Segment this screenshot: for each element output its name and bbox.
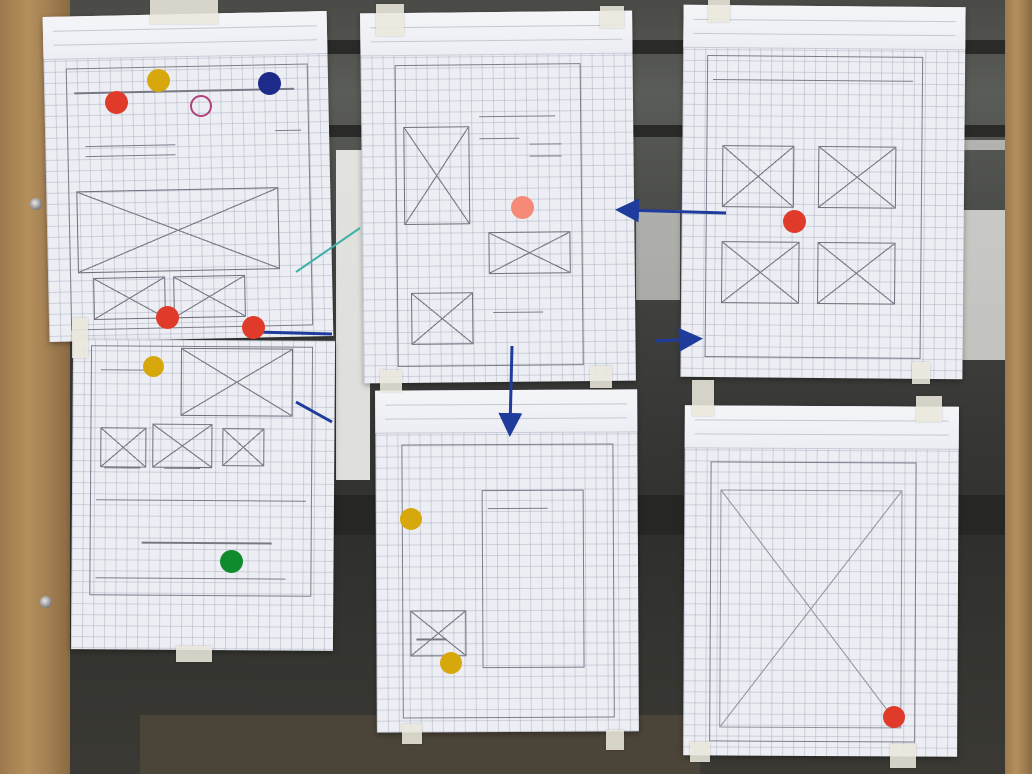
screw-icon xyxy=(40,596,52,608)
arrow-to-sheet5 xyxy=(655,327,703,352)
window-light xyxy=(636,210,680,300)
salmon-dot-sticker xyxy=(511,196,534,219)
tape-piece xyxy=(176,646,212,662)
green-dot-sticker xyxy=(220,550,243,573)
tape-piece xyxy=(376,4,404,36)
tape-piece xyxy=(150,0,218,24)
tape-piece xyxy=(606,730,624,750)
wooden-frame-right xyxy=(1005,0,1032,774)
tape-piece xyxy=(916,396,942,422)
yellow-dot-sticker xyxy=(147,69,170,92)
tape-piece xyxy=(690,742,710,762)
tape-piece xyxy=(912,362,930,384)
arrow-sheet5-to-sheet3 xyxy=(615,198,727,223)
tape-piece xyxy=(708,0,730,22)
tape-piece xyxy=(402,724,422,744)
red-dot-sticker xyxy=(783,210,806,233)
yellow-dot-sticker xyxy=(440,652,462,674)
tape-piece xyxy=(692,380,714,416)
tape-piece xyxy=(890,744,916,768)
blue-dot-sticker xyxy=(258,72,281,95)
tape-piece xyxy=(72,318,88,358)
screw-icon xyxy=(30,198,42,210)
tape-piece xyxy=(380,370,402,392)
yellow-dot-sticker xyxy=(143,356,164,377)
red-dot-sticker xyxy=(105,91,128,114)
tape-piece xyxy=(600,6,624,28)
teal-marker-line xyxy=(295,227,361,273)
ceiling-light xyxy=(960,140,1032,150)
yellow-dot-sticker xyxy=(400,508,422,530)
arrow-sheet3-to-sheet4 xyxy=(498,345,523,437)
arrow-sheet2-diagonal xyxy=(295,400,333,424)
empty-ring-sticker xyxy=(190,95,212,117)
red-dot-sticker xyxy=(156,306,179,329)
red-dot-sticker xyxy=(883,706,905,728)
red-dot-sticker xyxy=(242,316,265,339)
arrow-sheet1-to-sheet3 xyxy=(255,330,333,336)
tape-piece xyxy=(590,366,612,388)
